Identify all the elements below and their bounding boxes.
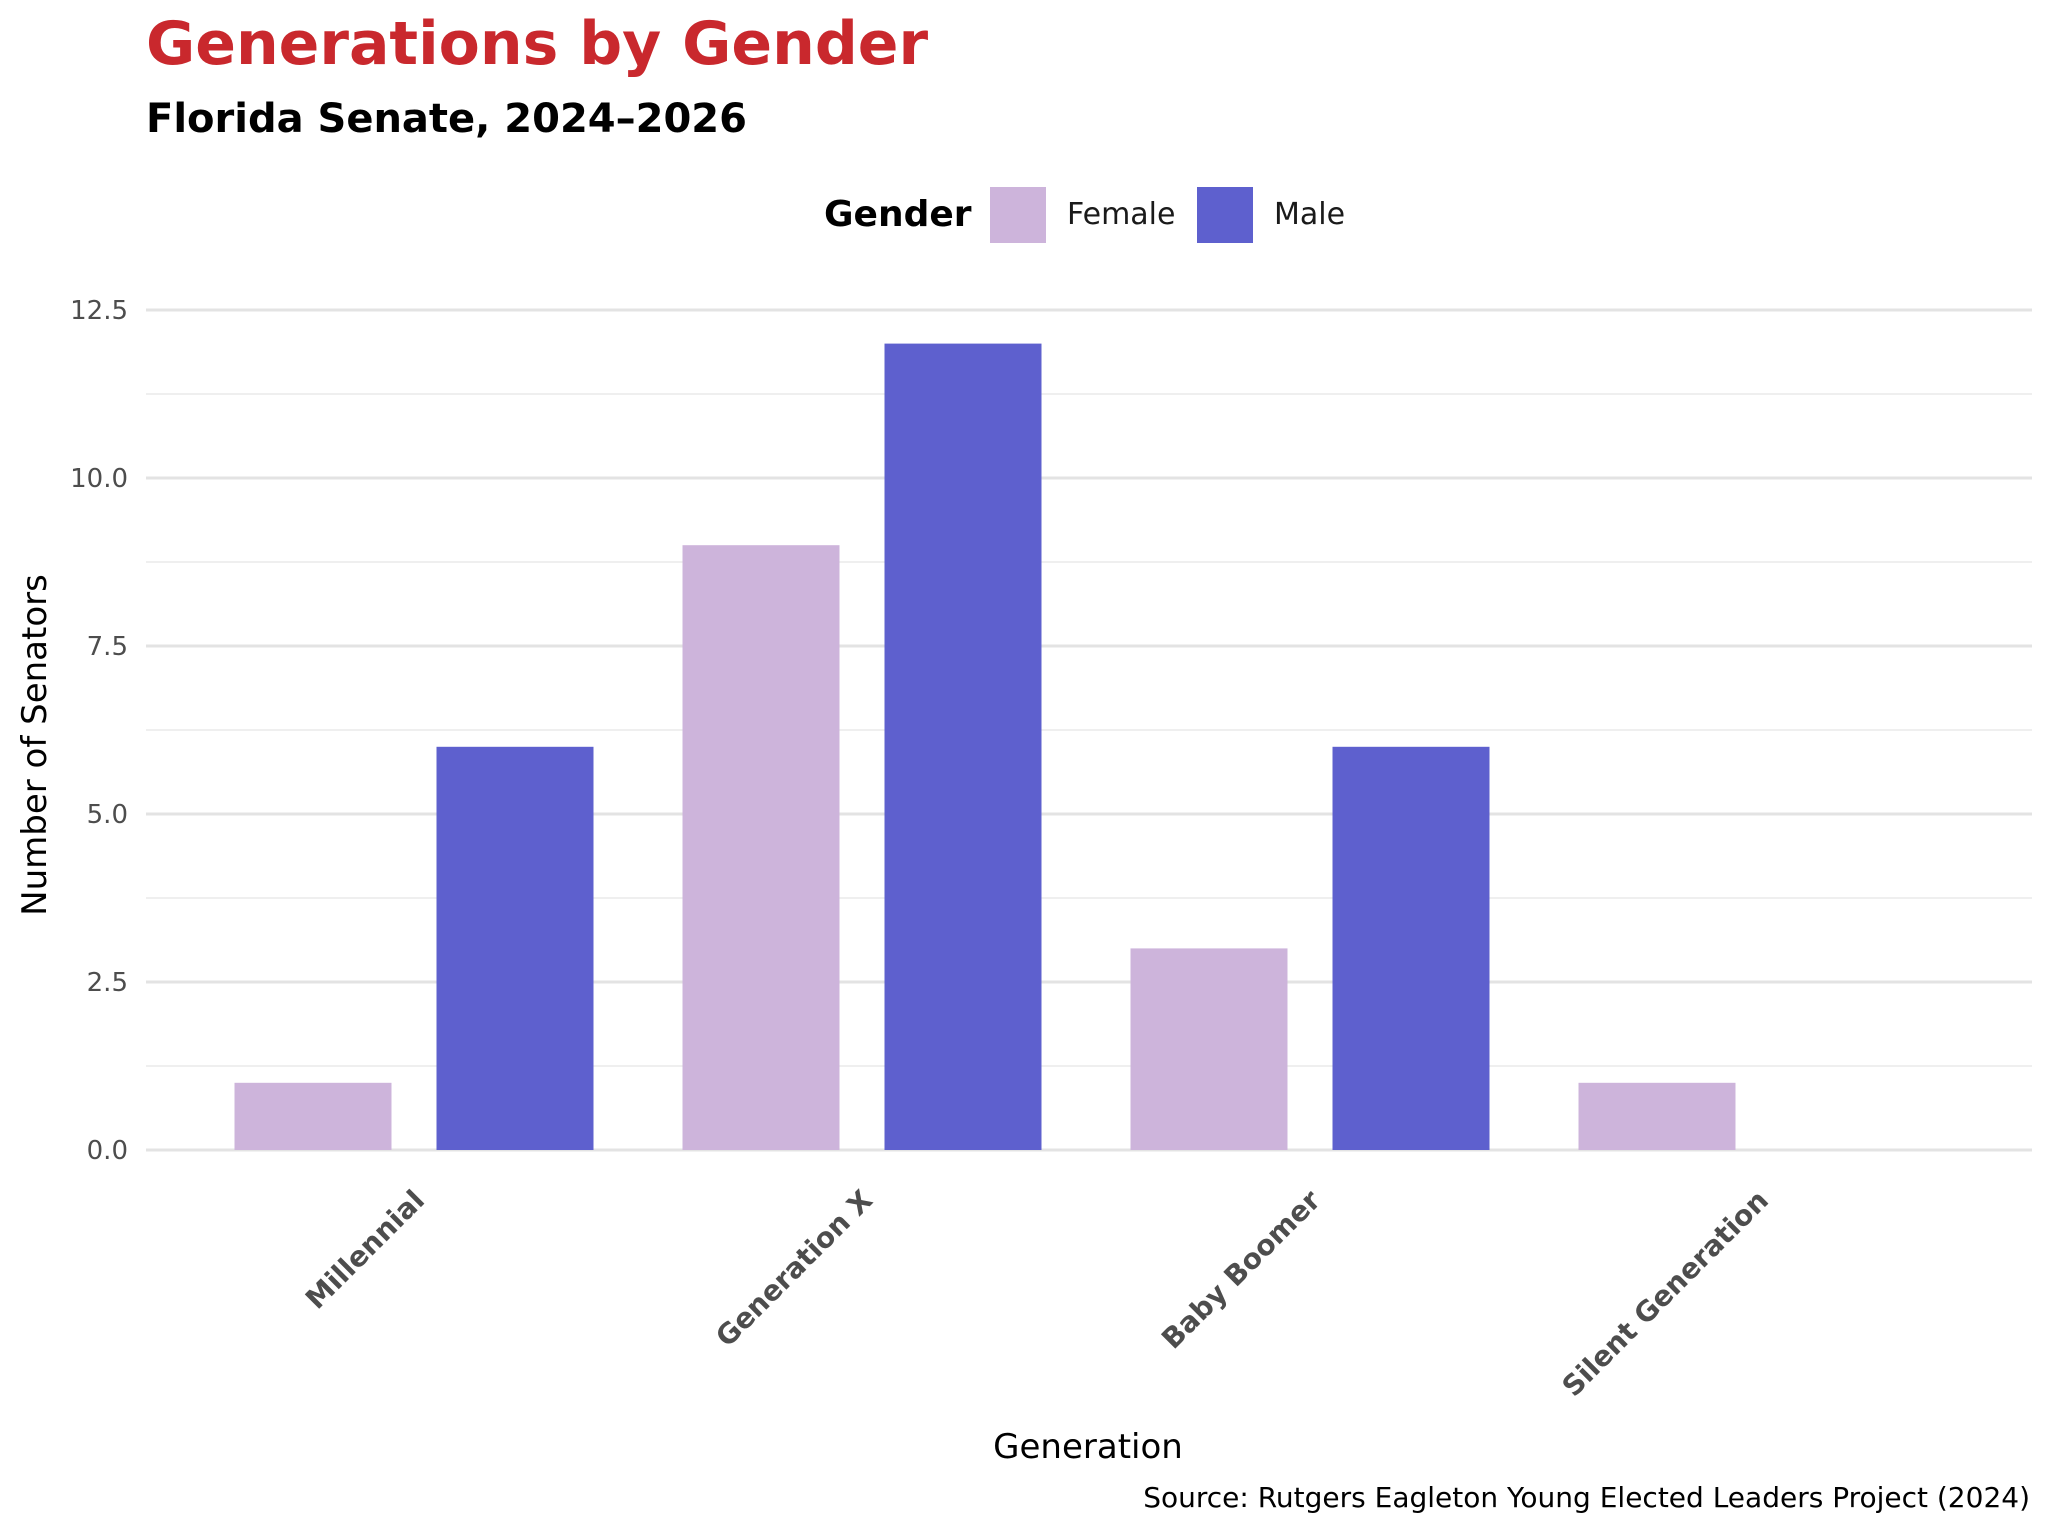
bar-female-baby-boomer	[1130, 948, 1288, 1150]
bars	[234, 343, 1736, 1151]
bar-male-millennial	[436, 746, 594, 1150]
x-tick-label: Millennial	[299, 1184, 431, 1316]
x-axis-ticks: Millennial Generation X Baby Boomer Silent …	[299, 1183, 1775, 1403]
chart-subtitle: Florida Senate, 2024–2026	[146, 96, 747, 142]
y-tick-label: 0.0	[87, 1136, 128, 1166]
source-caption: Source: Rutgers Eagleton Young Elected L…	[1143, 1481, 2030, 1514]
legend: Gender Female Male	[824, 187, 1345, 243]
y-axis-ticks: 0.0 2.5 5.0 7.5 10.0 12.5	[70, 296, 128, 1166]
bar-male-generation-x	[884, 343, 1042, 1151]
y-tick-label: 12.5	[70, 296, 128, 326]
bar-female-generation-x	[682, 545, 840, 1150]
legend-key-female	[990, 187, 1046, 243]
y-tick-label: 10.0	[70, 464, 128, 494]
x-tick-label: Generation X	[709, 1183, 879, 1353]
legend-label-male: Male	[1274, 197, 1345, 232]
y-tick-label: 5.0	[87, 800, 128, 830]
legend-label-female: Female	[1067, 197, 1175, 232]
legend-key-male	[1197, 187, 1253, 243]
grid	[146, 308, 2032, 1152]
x-axis-title: Generation	[993, 1427, 1183, 1467]
chart-title: Generations by Gender	[146, 9, 928, 79]
x-tick-label: Silent Generation	[1556, 1184, 1775, 1403]
x-tick-label: Baby Boomer	[1155, 1183, 1327, 1355]
bar-female-millennial	[234, 1082, 392, 1150]
y-tick-label: 2.5	[87, 968, 128, 998]
y-tick-label: 7.5	[87, 632, 128, 662]
legend-title: Gender	[824, 194, 972, 235]
bar-female-silent-generation	[1578, 1082, 1736, 1150]
bar-male-baby-boomer	[1332, 746, 1490, 1150]
y-axis-title: Number of Senators	[15, 574, 55, 916]
